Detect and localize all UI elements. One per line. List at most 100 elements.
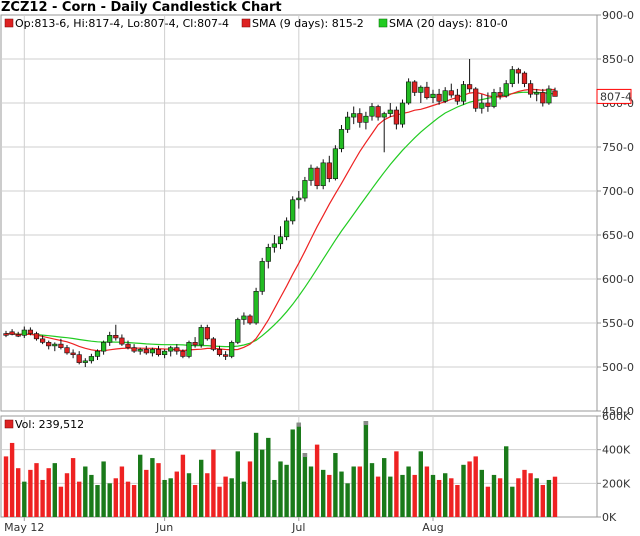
candle-body <box>412 81 418 93</box>
candle <box>302 176 308 202</box>
candle-body <box>155 349 162 355</box>
x-tick-label: Jul <box>291 521 305 534</box>
candle-body <box>509 69 515 84</box>
volume-bar <box>467 461 472 517</box>
volume-bar <box>205 473 210 517</box>
candle-body <box>149 349 156 354</box>
price-legend: Op:813-6, Hi:817-4, Lo:807-4, Cl:807-4 S… <box>4 17 508 30</box>
candle-body <box>88 356 94 362</box>
volume-bar <box>552 476 558 517</box>
candle <box>283 217 290 241</box>
candle <box>180 349 186 359</box>
volume-bar <box>504 446 509 517</box>
x-tick-label: May 12 <box>4 521 44 534</box>
candle-body <box>479 102 485 109</box>
candle-body <box>424 86 430 99</box>
candle-body <box>21 329 27 336</box>
volume-bar <box>180 454 186 517</box>
volume-legend: Vol: 239,512 <box>4 418 84 431</box>
candle <box>308 164 314 186</box>
candle-body <box>186 342 192 357</box>
candle-body <box>332 148 339 179</box>
candle-body <box>302 180 308 199</box>
candle-body <box>418 86 424 93</box>
candle <box>88 353 94 364</box>
sma20-legend-swatch <box>378 18 388 28</box>
candle-body <box>308 167 314 181</box>
volume-bar <box>22 481 27 517</box>
candle <box>94 349 101 360</box>
volume-bar <box>211 449 216 517</box>
ohlc-legend-label: Op:813-6, Hi:817-4, Lo:807-4, Cl:807-4 <box>15 17 229 30</box>
candle-body <box>314 167 320 187</box>
candle-body <box>235 319 241 343</box>
candle-body <box>210 338 217 350</box>
candle <box>271 235 278 253</box>
candle <box>363 111 369 130</box>
candle-body <box>113 335 119 339</box>
volume-bar <box>388 476 393 517</box>
volume-bar <box>412 474 417 517</box>
volume-bar <box>546 479 552 517</box>
volume-bar <box>131 485 137 517</box>
volume-bar <box>485 486 491 517</box>
candle <box>3 330 9 338</box>
volume-bar <box>95 485 100 517</box>
candle <box>357 108 363 128</box>
candle <box>479 94 485 114</box>
volume-bar <box>308 466 314 517</box>
candle-body <box>454 94 461 102</box>
candle <box>430 89 436 103</box>
candle <box>265 243 271 269</box>
x-tick-label: Jun <box>155 521 173 534</box>
price-y-tick-label: 750-0 <box>602 141 634 154</box>
candle <box>473 87 479 112</box>
candle <box>27 327 34 336</box>
candle-body <box>107 335 113 343</box>
candle-body <box>64 347 70 354</box>
candle <box>442 87 448 103</box>
candle-body <box>15 334 21 337</box>
candle-body <box>204 327 210 340</box>
candle-body <box>125 343 131 348</box>
volume-bar <box>101 461 106 517</box>
volume-bar <box>119 466 125 517</box>
candle-body <box>168 347 174 352</box>
volume-bar <box>424 466 430 517</box>
volume-bar <box>199 459 204 517</box>
candle-body <box>503 83 509 97</box>
candle-body <box>94 350 101 357</box>
candle <box>210 337 217 352</box>
volume-bar <box>168 478 173 517</box>
last-price-label: 807-4 <box>600 90 632 103</box>
candle-body <box>82 360 88 363</box>
candle-body <box>534 92 540 95</box>
candle <box>58 338 64 350</box>
sma9-legend-swatch <box>241 18 251 28</box>
volume-bar-cap <box>296 422 301 427</box>
candle <box>326 155 332 183</box>
candle <box>76 351 82 365</box>
volume-bar <box>375 476 381 517</box>
volume-bar <box>34 463 39 517</box>
volume-bar <box>174 471 179 517</box>
candle <box>497 87 503 100</box>
candle <box>424 81 430 100</box>
candle <box>412 80 418 96</box>
candle <box>332 145 339 181</box>
candle <box>21 326 27 338</box>
volume-y-tick-label: 0K <box>602 511 617 524</box>
candle <box>277 226 284 250</box>
volume-bar <box>235 451 240 517</box>
candle <box>351 106 357 125</box>
volume-bar <box>272 479 277 517</box>
volume-bar <box>314 444 320 517</box>
candle-body <box>552 90 558 97</box>
candle <box>9 329 15 336</box>
volume-bar <box>528 473 533 517</box>
candle-body <box>527 83 534 95</box>
volume-bar <box>125 481 131 517</box>
candle <box>387 103 393 118</box>
candle <box>39 335 46 345</box>
candle <box>82 358 88 367</box>
